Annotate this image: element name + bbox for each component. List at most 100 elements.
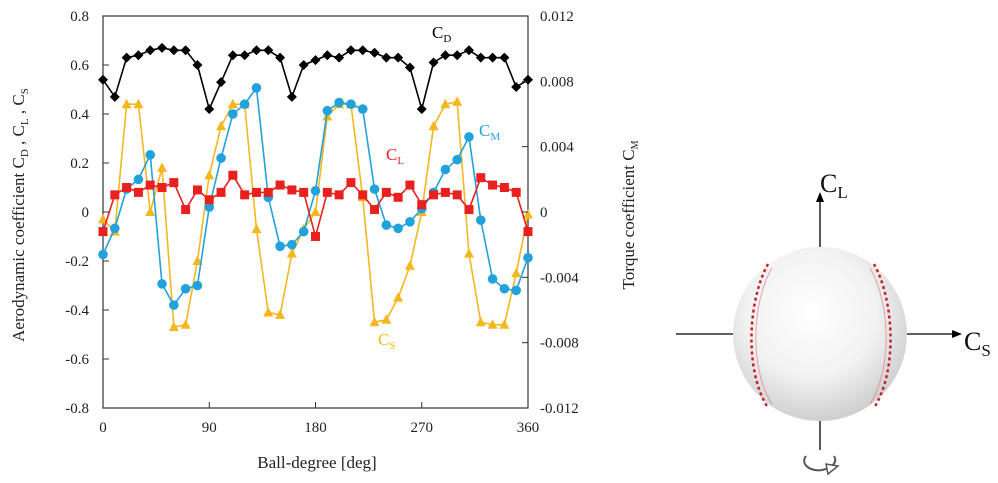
data-point-cs [393,292,404,302]
data-point-cl [122,183,132,192]
data-point-cl [334,190,344,200]
left-axis-title-main: Aerodynamic coefficient C [9,157,28,342]
data-point-cs [145,206,156,216]
left-axis-title-sub-d: D [19,149,31,157]
data-point-cm [216,153,226,163]
data-point-cl [133,187,143,197]
data-point-cd [298,60,309,70]
data-point-cm [98,249,108,260]
data-point-cl [405,180,415,190]
x-tick-label: 270 [411,420,434,436]
data-point-cd [263,45,274,56]
data-point-cs [440,98,451,109]
data-point-cm [133,174,144,185]
y-left-tick-label: 0.6 [70,58,89,74]
data-point-cd [381,52,392,63]
data-point-cl [157,183,167,192]
data-point-cd [204,104,215,115]
data-point-cd [475,52,486,63]
data-point-cl [251,187,261,197]
y-left-tick-label: -0.6 [65,352,89,368]
y-left-tick-label: -0.8 [65,401,89,417]
series-label-cs: CS [378,330,395,352]
x-axis-title: Ball-degree [deg] [257,453,376,472]
right-axis-title-sub: M [630,140,641,149]
data-point-cd [239,50,250,61]
cs-arrowhead [952,330,962,338]
data-point-cd [393,52,404,63]
y-right-tick-label: 0.004 [540,140,574,156]
data-point-cm [180,283,191,294]
cs-label: CS [964,327,991,360]
data-point-cm [346,99,356,109]
data-point-cd [404,62,415,73]
data-point-cm [369,184,380,194]
y-right-tick-label: 0 [540,205,548,221]
data-point-cm [169,300,179,310]
data-point-cd [345,45,356,56]
y-right-tick-label: -0.008 [540,336,579,352]
data-point-cm [228,109,238,119]
data-point-cs [263,306,274,317]
data-point-cl [322,187,332,197]
data-point-cl [169,178,179,188]
data-point-cs [428,120,439,131]
data-point-cs [192,255,203,265]
right-axis-title-main: Torque coefficient C [619,149,638,289]
data-point-cm [499,283,510,294]
series-label-cl: CL [386,145,404,167]
data-point-cs [227,98,238,109]
data-point-cl [440,187,450,197]
data-point-cs [251,223,262,234]
data-point-cd [369,47,380,58]
data-point-cs [157,162,168,172]
cl-label: CL [820,169,848,202]
data-point-cl [417,200,427,210]
data-point-cm [298,226,309,237]
data-point-cm [287,239,297,250]
data-point-cs [369,316,380,327]
series-label-cm: CM [479,121,500,143]
data-point-cs [499,319,510,329]
data-point-cm [464,132,474,142]
data-point-cl [181,205,191,215]
data-point-cd [227,50,238,61]
data-point-cl [145,180,155,190]
data-point-cd [109,91,120,102]
data-point-cd [511,82,522,93]
data-point-cd [416,104,427,115]
data-point-cd [334,52,345,63]
y-left-tick-label: 0.4 [70,107,89,123]
data-point-cs [180,319,191,329]
data-point-cs [133,98,144,109]
y-left-tick-label: -0.2 [65,254,89,270]
data-point-cl [464,205,474,215]
data-point-cm [452,154,462,165]
data-point-cs [475,316,486,327]
data-point-cd [440,50,451,61]
data-point-cs [487,319,498,329]
left-axis-title: Aerodynamic coefficient CD , CL , CS [9,88,31,342]
left-axis-title-sep-1: , C [9,125,28,149]
y-left-tick-label: -0.4 [65,303,89,319]
data-point-cd [168,45,179,56]
data-point-cm [322,105,333,116]
rotation-arrow-icon [803,455,837,472]
x-tick-label: 90 [202,420,217,436]
x-tick-label: 180 [304,420,327,436]
rotation-arrowhead [825,463,840,476]
data-point-cl [499,183,509,192]
data-point-cd [145,45,156,56]
data-point-cs [286,248,297,258]
data-point-cl [370,205,380,215]
baseball-seam-right [872,263,892,409]
data-point-cm [145,150,156,160]
y-right-tick-label: -0.004 [540,270,579,286]
data-point-cd [216,77,227,88]
data-point-cl [192,185,202,195]
data-point-cd [487,52,498,63]
data-point-cs [216,120,227,131]
y-right-tick-label: 0.008 [540,74,574,90]
data-point-cl [204,195,214,205]
